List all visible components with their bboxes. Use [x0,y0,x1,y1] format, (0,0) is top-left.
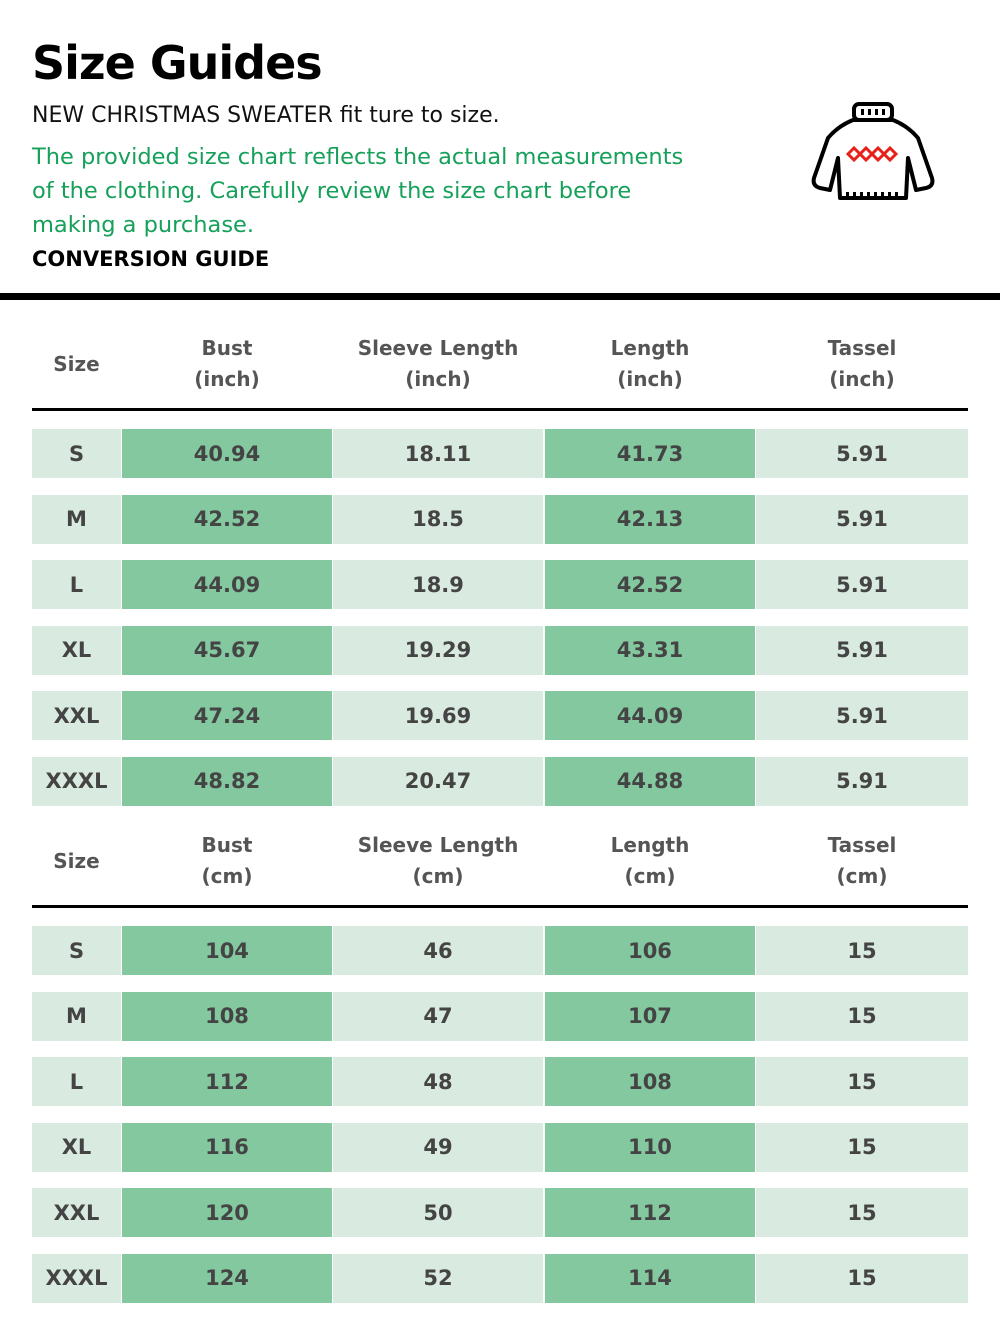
column-header: Tassel (inch) [827,336,897,391]
table-cell: 50 [333,1188,543,1237]
table-row: M 108 47 107 15 [32,991,968,1041]
table-row: XL 116 49 110 15 [32,1122,968,1172]
table-row: XXXL 124 52 114 15 [32,1253,968,1303]
column-header: Length (cm) [610,833,690,888]
column-header: Bust (cm) [201,833,253,888]
table-cell: 114 [545,1253,755,1303]
column-header: Size [53,351,100,376]
table-cell: 48 [333,1057,543,1106]
size-table-inch: Size Bust (inch) Sleeve Length (inch) Lengt… [32,320,968,806]
table-cell: 42.13 [545,494,755,544]
table-row: S 104 46 106 15 [32,926,968,975]
table-row: XXXL 48.82 20.47 44.88 5.91 [32,756,968,806]
table-row: M 42.52 18.5 42.13 5.91 [32,494,968,544]
table-cell: 40.94 [122,429,332,478]
table-cell: 15 [756,1122,968,1172]
size-cell: L [32,560,121,609]
table-cell: 5.91 [756,429,968,478]
size-cell: XXL [32,691,121,740]
table-cell: 112 [545,1188,755,1237]
table-cell: 15 [756,926,968,975]
size-cell: XL [32,1122,121,1172]
table-row: XXL 47.24 19.69 44.09 5.91 [32,691,968,740]
table-row: XL 45.67 19.29 43.31 5.91 [32,625,968,675]
table-cell: 106 [545,926,755,975]
table-cell: 15 [756,991,968,1041]
table-cell: 5.91 [756,691,968,740]
conversion-guide-label: CONVERSION GUIDE [32,247,270,271]
subtitle: NEW CHRISTMAS SWEATER fit ture to size. [32,103,500,128]
table-cell: 107 [545,991,755,1041]
table-cell: 15 [756,1188,968,1237]
table-cell: 52 [333,1253,543,1303]
table-cell: 20.47 [333,756,543,806]
table-cell: 19.29 [333,625,543,675]
table-header: Size Bust (cm) Sleeve Length (cm) Length (c… [32,817,968,908]
table-cell: 44.09 [545,691,755,740]
measurement-note: The provided size chart reflects the act… [32,144,684,238]
table-cell: 108 [122,991,332,1041]
size-cell: M [32,494,121,544]
table-cell: 5.91 [756,494,968,544]
table-cell: 112 [122,1057,332,1106]
table-cell: 5.91 [756,756,968,806]
table-cell: 104 [122,926,332,975]
table-cell: 42.52 [122,494,332,544]
table-cell: 19.69 [333,691,543,740]
table-cell: 18.11 [333,429,543,478]
table-row: S 40.94 18.11 41.73 5.91 [32,429,968,478]
size-cell: XXXL [32,756,121,806]
column-header: Sleeve Length (cm) [357,833,519,888]
table-cell: 120 [122,1188,332,1237]
table-cell: 108 [545,1057,755,1106]
table-cell: 15 [756,1253,968,1303]
table-cell: 110 [545,1122,755,1172]
table-cell: 44.88 [545,756,755,806]
column-header: Length (inch) [610,336,690,391]
table-cell: 44.09 [122,560,332,609]
table-cell: 49 [333,1122,543,1172]
page-title: Size Guides [32,36,323,90]
table-cell: 42.52 [545,560,755,609]
table-cell: 15 [756,1057,968,1106]
size-cell: XXXL [32,1253,121,1303]
table-cell: 124 [122,1253,332,1303]
table-row: L 44.09 18.9 42.52 5.91 [32,560,968,609]
size-cell: L [32,1057,121,1106]
table-cell: 46 [333,926,543,975]
size-cell: S [32,429,121,478]
table-cell: 48.82 [122,756,332,806]
table-row: L 112 48 108 15 [32,1057,968,1106]
table-cell: 47.24 [122,691,332,740]
table-cell: 41.73 [545,429,755,478]
table-cell: 43.31 [545,625,755,675]
size-cell: S [32,926,121,975]
table-cell: 47 [333,991,543,1041]
table-cell: 45.67 [122,625,332,675]
size-cell: XXL [32,1188,121,1237]
table-row: XXL 120 50 112 15 [32,1188,968,1237]
column-header: Bust (inch) [194,336,260,391]
column-header: Tassel (cm) [827,833,897,888]
column-header: Size [53,848,100,873]
christmas-sweater-icon [811,102,935,200]
table-cell: 18.9 [333,560,543,609]
table-header: Size Bust (inch) Sleeve Length (inch) Lengt… [32,320,968,411]
table-cell: 5.91 [756,560,968,609]
size-cell: XL [32,625,121,675]
table-cell: 5.91 [756,625,968,675]
section-divider [0,293,1000,300]
size-table-cm: Size Bust (cm) Sleeve Length (cm) Length (c… [32,817,968,1303]
table-cell: 116 [122,1122,332,1172]
table-cell: 18.5 [333,494,543,544]
size-cell: M [32,991,121,1041]
column-header: Sleeve Length (inch) [357,336,519,391]
